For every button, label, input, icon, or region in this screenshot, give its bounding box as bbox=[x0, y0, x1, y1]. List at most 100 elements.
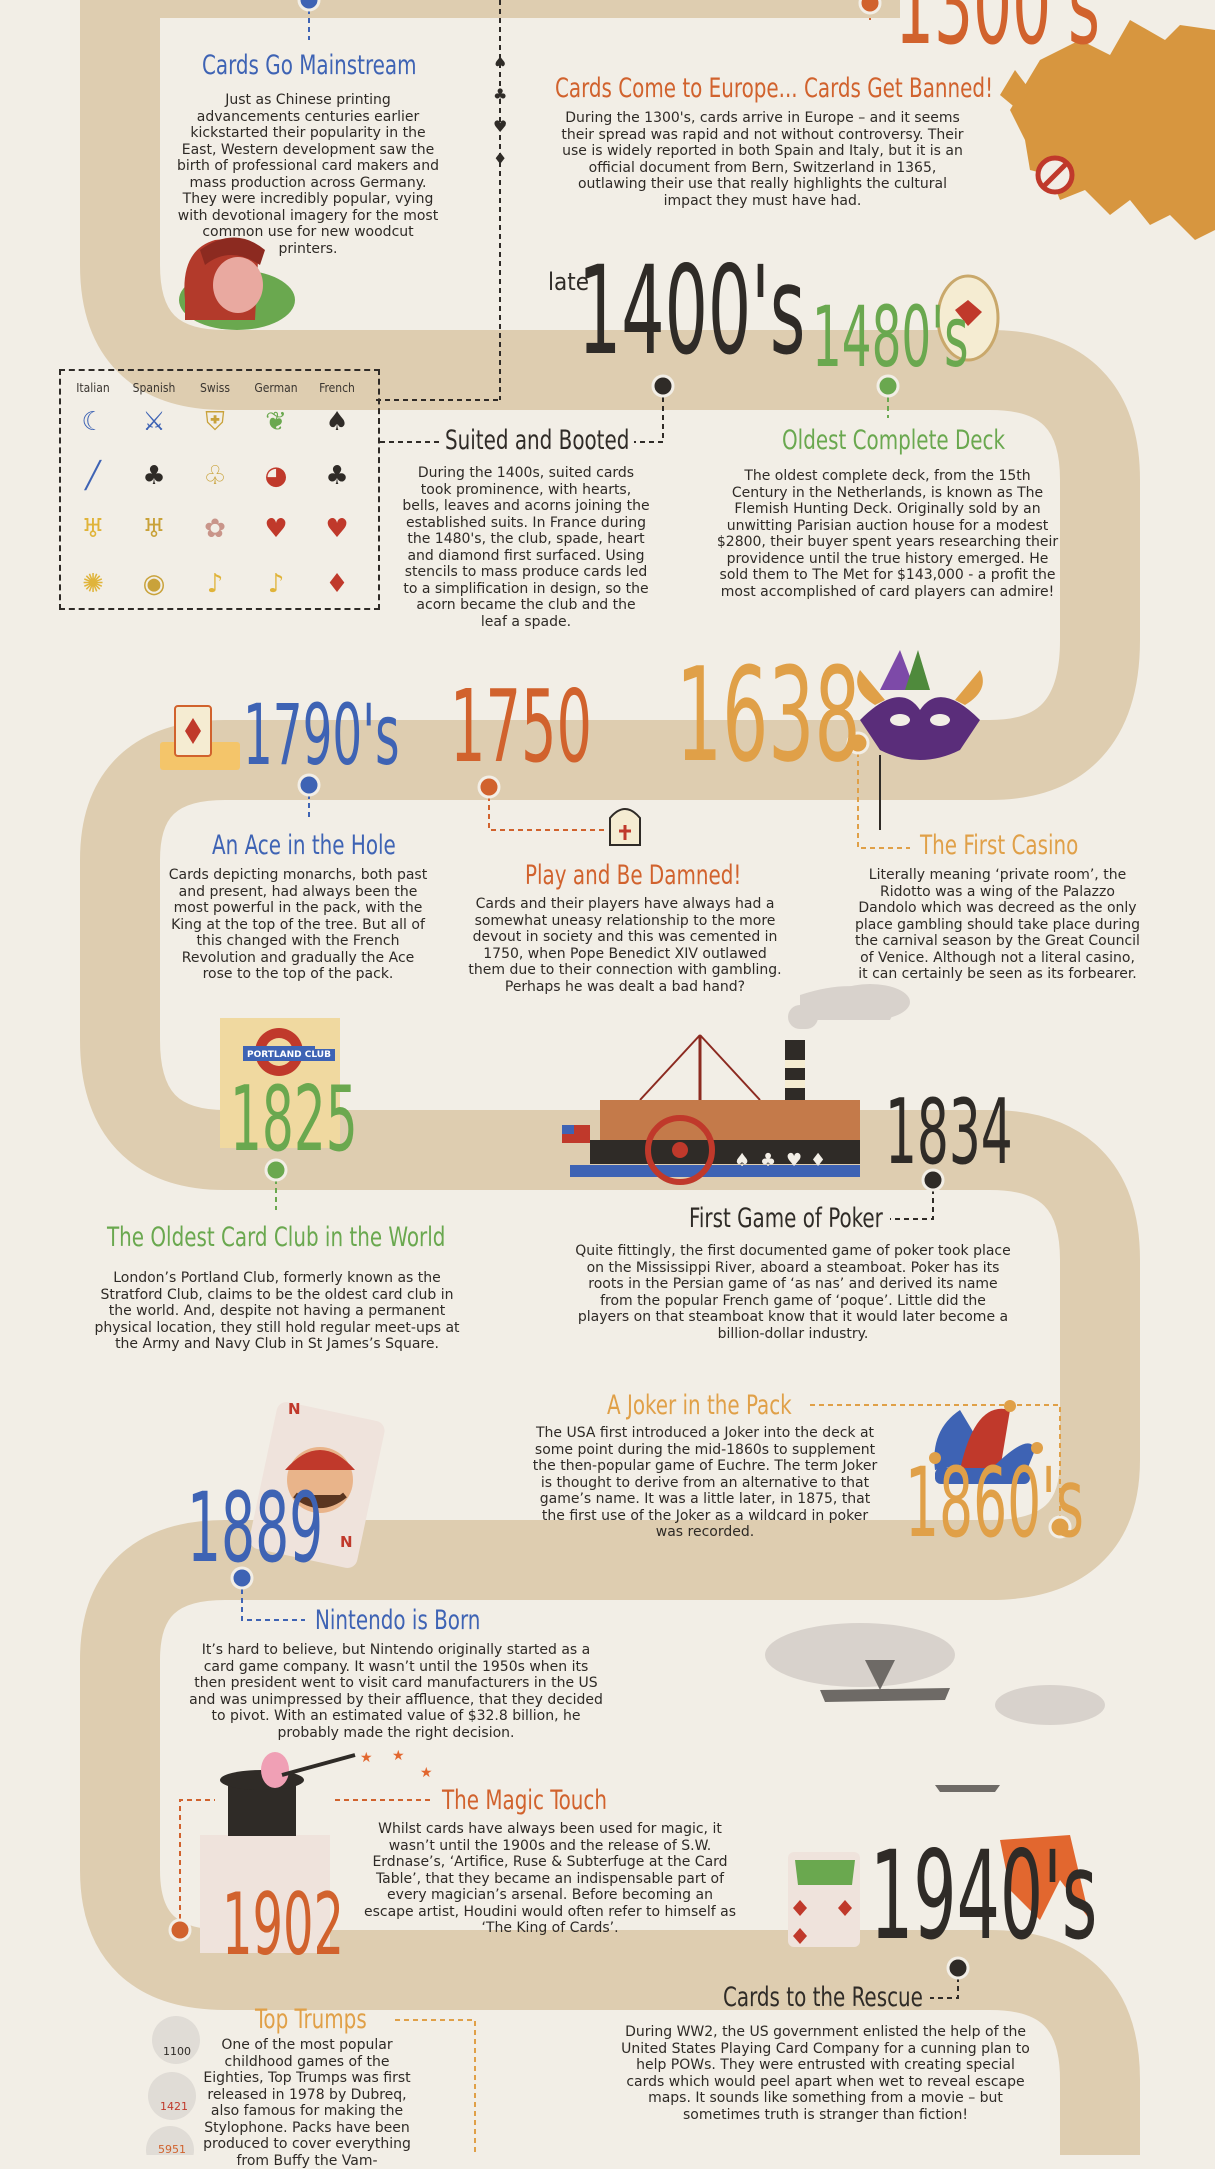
ace-card-illustration bbox=[160, 705, 240, 770]
italian-baton-icon: ╱ bbox=[85, 461, 101, 491]
pope-mitre-icon bbox=[609, 808, 641, 846]
italian-cup-icon: ♅ bbox=[81, 514, 105, 544]
boat-suit-icons: ♠ ♣ ♥ ♦ bbox=[734, 1150, 826, 1171]
heading-play-and-be-damned: Play and Be Damned! bbox=[525, 860, 742, 891]
nintendo-card-letter-bottom: N bbox=[340, 1533, 353, 1551]
heading-oldest-card-club: The Oldest Card Club in the World bbox=[107, 1222, 446, 1253]
timeline-markers bbox=[168, 0, 1072, 1980]
italian-sword-icon: ☾ bbox=[81, 407, 105, 437]
year-1638: 1638 bbox=[676, 639, 861, 791]
europe-map-illustration bbox=[1000, 20, 1215, 240]
badge-value-3: 5951 bbox=[158, 2143, 186, 2156]
german-leaf-icon: ❦ bbox=[265, 407, 287, 437]
french-club-icon: ♣ bbox=[325, 461, 349, 491]
year-1300s: 1300's bbox=[895, 0, 1100, 69]
year-1860s: 1860's bbox=[905, 1447, 1084, 1559]
heading-first-casino: The First Casino bbox=[920, 830, 1079, 861]
suit-header-swiss: Swiss bbox=[200, 381, 230, 395]
year-1750: 1750 bbox=[450, 668, 592, 785]
text-oldest-complete-deck: The oldest complete deck, from the 15th … bbox=[716, 468, 1059, 600]
swiss-shield-icon: ⛨ bbox=[205, 407, 225, 437]
german-bell-icon: ♪ bbox=[267, 569, 285, 599]
year-1790s: 1790's bbox=[243, 686, 400, 784]
german-acorn-icon: ◕ bbox=[264, 461, 288, 491]
text-play-and-be-damned: Cards and their players have always had … bbox=[468, 896, 782, 995]
heading-joker-in-the-pack: A Joker in the Pack bbox=[607, 1390, 792, 1421]
heading-oldest-complete-deck: Oldest Complete Deck bbox=[782, 425, 1006, 456]
text-suited-and-booted: During the 1400s, suited cards took prom… bbox=[402, 465, 650, 630]
flemish-deck-plate bbox=[936, 274, 1000, 362]
svg-text:★: ★ bbox=[392, 1748, 405, 1764]
text-oldest-card-club: London’s Portland Club, formerly known a… bbox=[94, 1270, 460, 1352]
year-1400s: 1400's bbox=[578, 240, 806, 382]
badge-value-2: 1421 bbox=[160, 2100, 188, 2113]
text-magic-touch: Whilst cards have always been used for m… bbox=[363, 1821, 737, 1936]
text-cards-go-mainstream: Just as Chinese printing advancements ce… bbox=[177, 92, 439, 257]
german-heart-icon: ♥ bbox=[264, 514, 288, 544]
woman-illustration bbox=[179, 237, 295, 330]
text-joker-in-the-pack: The USA first introduced a Joker into th… bbox=[532, 1425, 878, 1540]
text-first-casino: Literally meaning ‘private room’, the Ri… bbox=[855, 867, 1140, 982]
svg-text:♥: ♥ bbox=[493, 117, 507, 136]
magic-hat-illustration: ★ ★ ★ bbox=[200, 1748, 433, 1953]
swiss-rose-icon: ✿ bbox=[204, 514, 226, 544]
heading-nintendo-is-born: Nintendo is Born bbox=[315, 1605, 481, 1636]
swiss-bell-icon: ♪ bbox=[206, 569, 224, 599]
italian-coin-icon: ✺ bbox=[82, 569, 104, 599]
text-first-game-of-poker: Quite fittingly, the first documented ga… bbox=[575, 1243, 1011, 1342]
text-ace-in-the-hole: Cards depicting monarchs, both past and … bbox=[168, 867, 428, 982]
french-diamond-icon: ♦ bbox=[325, 569, 349, 599]
text-cards-to-the-rescue: During WW2, the US government enlisted t… bbox=[621, 2024, 1030, 2123]
year-1825: 1825 bbox=[230, 1067, 358, 1172]
heading-cards-go-mainstream: Cards Go Mainstream bbox=[202, 50, 417, 81]
timeline-connectors bbox=[179, 0, 1061, 2155]
heading-top-trumps: Top Trumps bbox=[255, 2004, 367, 2035]
french-spade-icon: ♠ bbox=[325, 407, 349, 437]
text-nintendo-is-born: It’s hard to believe, but Nintendo origi… bbox=[189, 1642, 603, 1741]
badge-value-1: 1100 bbox=[163, 2045, 191, 2058]
suit-header-french: French bbox=[319, 381, 355, 395]
svg-text:♠: ♠ bbox=[493, 53, 507, 72]
year-1480s: 1480's bbox=[812, 288, 969, 386]
portland-club-sign: PORTLAND CLUB bbox=[243, 1049, 335, 1061]
svg-text:♣: ♣ bbox=[760, 1150, 776, 1171]
heading-cards-come-to-europe: Cards Come to Europe... Cards Get Banned… bbox=[555, 73, 994, 104]
year-1889: 1889 bbox=[187, 1472, 324, 1584]
steamboat-illustration bbox=[562, 986, 900, 1185]
heading-first-game-of-poker: First Game of Poker bbox=[689, 1203, 883, 1234]
heading-ace-in-the-hole: An Ace in the Hole bbox=[212, 830, 396, 861]
suit-header-spanish: Spanish bbox=[132, 381, 176, 395]
swiss-acorn-icon: ♧ bbox=[203, 461, 227, 491]
clouds-and-planes-illustration bbox=[765, 984, 1105, 1920]
spanish-club-icon: ♣ bbox=[142, 461, 166, 491]
suit-header-german: German bbox=[254, 381, 298, 395]
year-1940s: 1940's bbox=[870, 1825, 1098, 1967]
top-trumps-badges bbox=[146, 2016, 200, 2155]
svg-text:♣: ♣ bbox=[493, 85, 507, 104]
suit-comparison-table: Italian Spanish Swiss German French ☾ ⚔ … bbox=[59, 369, 380, 610]
venetian-mask-illustration bbox=[857, 650, 983, 830]
heading-magic-touch: The Magic Touch bbox=[442, 1785, 608, 1816]
svg-text:♦: ♦ bbox=[493, 149, 507, 168]
heading-suited-and-booted: Suited and Booted bbox=[445, 425, 630, 456]
year-prefix-late: late bbox=[548, 268, 589, 296]
spanish-cup-icon: ♅ bbox=[142, 514, 166, 544]
heading-cards-to-the-rescue: Cards to the Rescue bbox=[723, 1982, 923, 2013]
nintendo-card-illustration bbox=[249, 1402, 385, 1568]
svg-text:♦: ♦ bbox=[810, 1150, 826, 1171]
suit-header-italian: Italian bbox=[76, 381, 110, 395]
svg-text:★: ★ bbox=[420, 1765, 433, 1781]
escape-map-card-illustration bbox=[788, 1852, 860, 1947]
text-cards-come-to-europe: During the 1300's, cards arrive in Europ… bbox=[561, 110, 964, 209]
year-1902: 1902 bbox=[222, 1875, 345, 1975]
suit-trail-icons: ♠ ♣ ♥ ♦ bbox=[493, 53, 507, 168]
svg-text:★: ★ bbox=[360, 1750, 373, 1766]
svg-text:♥: ♥ bbox=[786, 1150, 802, 1171]
spanish-coin-icon: ◉ bbox=[142, 569, 166, 599]
nintendo-card-letter-top: N bbox=[288, 1400, 301, 1418]
year-1834: 1834 bbox=[885, 1080, 1013, 1185]
text-top-trumps: One of the most popular childhood games … bbox=[203, 2037, 411, 2169]
svg-text:♠: ♠ bbox=[734, 1150, 750, 1171]
spanish-sword-icon: ⚔ bbox=[142, 407, 166, 437]
